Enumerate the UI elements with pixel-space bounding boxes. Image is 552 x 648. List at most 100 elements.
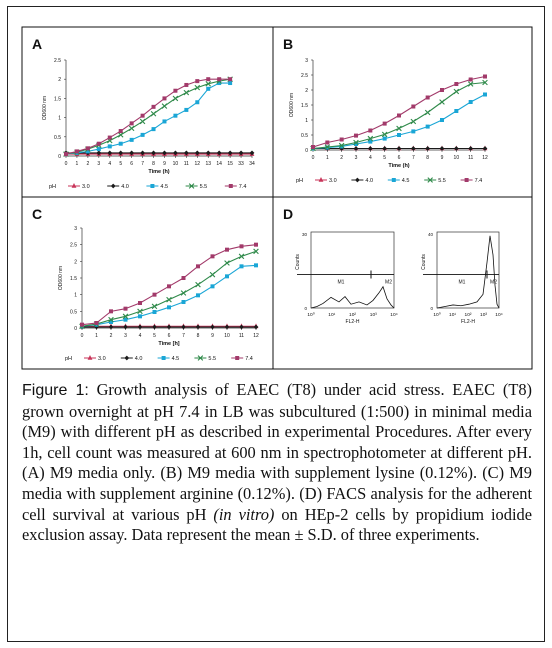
- data-point: [140, 132, 145, 137]
- legend-label: 4.5: [172, 356, 180, 362]
- y-tick-label: 2.5: [301, 73, 308, 79]
- legend-marker: [464, 178, 469, 182]
- data-point: [410, 118, 417, 125]
- caption-italic: (in vitro): [213, 504, 275, 524]
- legend-marker: [150, 184, 155, 188]
- data-point: [483, 92, 487, 97]
- data-point: [206, 77, 211, 82]
- data-point: [454, 109, 459, 113]
- data-point: [354, 133, 358, 138]
- data-point: [339, 144, 344, 149]
- legend-title: pH: [65, 356, 72, 362]
- data-point: [206, 86, 211, 91]
- y-tick-label: 2.5: [54, 58, 61, 64]
- figure-frame: [7, 6, 545, 642]
- data-point: [454, 82, 459, 86]
- legend-label: 4.0: [121, 184, 129, 190]
- data-point: [140, 113, 145, 118]
- data-point: [196, 264, 200, 269]
- legend-label: 4.0: [365, 178, 373, 184]
- data-point: [424, 109, 431, 116]
- legend-label: 3.0: [98, 356, 106, 362]
- data-point: [85, 149, 90, 154]
- data-point: [118, 129, 123, 134]
- data-point: [140, 150, 145, 156]
- data-point: [227, 150, 233, 156]
- histogram-frame: [310, 231, 395, 309]
- x-tick-label: 10¹: [449, 312, 456, 318]
- x-tick-label: 10⁰: [433, 312, 440, 318]
- data-point: [195, 281, 201, 288]
- x-tick-label: 10³: [480, 312, 487, 318]
- data-point: [183, 150, 189, 156]
- data-point: [440, 88, 444, 92]
- data-point: [152, 292, 157, 297]
- y-tick-label: 0: [74, 326, 77, 332]
- data-point: [123, 324, 128, 330]
- x-axis-title: FL2-H: [461, 319, 475, 325]
- x-axis-title: FL2-H: [346, 319, 360, 325]
- data-point: [238, 150, 244, 156]
- x-tick-label: 34: [249, 161, 255, 167]
- data-point: [194, 150, 200, 156]
- caption-text-1: Growth analysis of EAEC (T8) under acid …: [22, 380, 532, 524]
- data-point: [85, 146, 90, 151]
- x-tick-label: 3: [97, 161, 100, 167]
- y-tick-label: 1: [58, 116, 61, 122]
- data-point: [74, 149, 79, 154]
- data-point: [107, 135, 112, 140]
- data-point: [137, 308, 143, 315]
- x-tick-label: 15: [227, 161, 233, 167]
- x-tick-label: 1: [95, 333, 98, 339]
- data-point: [129, 150, 135, 156]
- data-point: [138, 314, 142, 319]
- series-ph-5.5: [79, 248, 259, 330]
- data-point: [195, 100, 200, 105]
- caption-label: Figure 1:: [22, 382, 89, 399]
- data-point: [224, 324, 230, 330]
- x-tick-label: 4: [108, 161, 111, 167]
- x-tick-label: 0: [65, 161, 68, 167]
- caption-text-2: on HEp-2 cells by propidium iodide exclu…: [22, 504, 532, 545]
- panel-grid-frame: [21, 26, 533, 370]
- data-point: [253, 324, 259, 330]
- data-point: [173, 88, 178, 93]
- data-point: [107, 150, 113, 156]
- data-point: [80, 322, 84, 327]
- data-point: [109, 320, 113, 324]
- data-point: [107, 144, 112, 149]
- y-tick-label: 2: [58, 77, 61, 83]
- x-tick-label: 10⁴: [495, 312, 502, 318]
- legend-marker: [197, 355, 204, 361]
- x-tick-label: 5: [383, 155, 386, 161]
- y-min-label: 0: [430, 306, 433, 311]
- x-tick-label: 5: [153, 333, 156, 339]
- y-tick-label: 1.5: [54, 96, 61, 102]
- data-point: [184, 107, 189, 112]
- y-min-label: 0: [304, 306, 307, 311]
- series-ph-7.4: [311, 74, 487, 149]
- gate-label-m2: M2: [490, 280, 497, 286]
- panel-label: B: [283, 36, 293, 52]
- y-tick-label: 1.5: [301, 103, 308, 109]
- legend-marker: [124, 355, 130, 361]
- x-tick-label: 10: [173, 161, 179, 167]
- series-ph-4.5: [80, 263, 258, 329]
- data-point: [411, 129, 416, 134]
- data-point: [439, 99, 445, 105]
- x-tick-label: 3: [124, 333, 127, 339]
- legend-title: pH: [296, 178, 303, 184]
- x-tick-label: 5: [119, 161, 122, 167]
- x-tick-label: 10: [454, 155, 460, 161]
- data-point: [216, 150, 222, 156]
- series-line: [81, 264, 257, 327]
- legend-label: 7.4: [245, 356, 253, 362]
- legend-label: 7.4: [475, 178, 483, 184]
- data-point: [162, 150, 167, 156]
- x-tick-label: 7: [412, 155, 415, 161]
- data-point: [225, 247, 229, 252]
- series-line: [65, 78, 231, 155]
- y-axis-title: OD600 nm: [289, 93, 295, 117]
